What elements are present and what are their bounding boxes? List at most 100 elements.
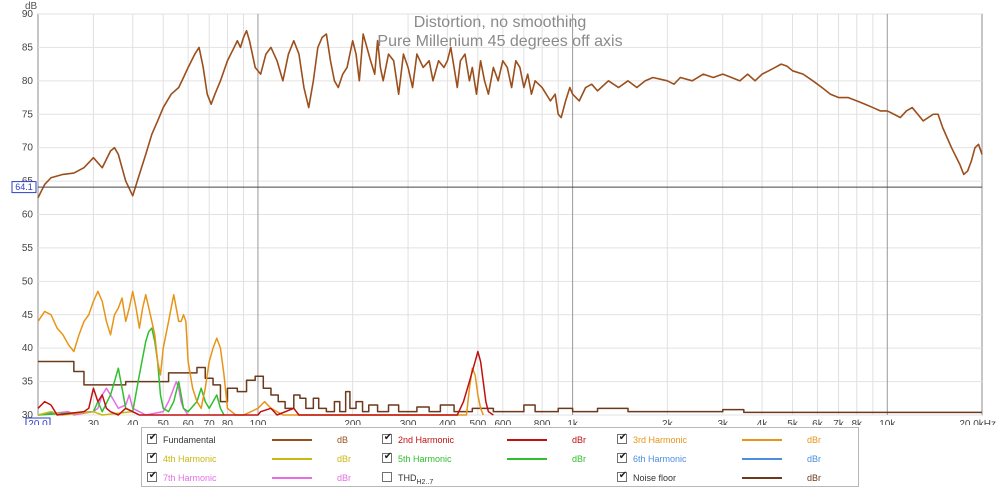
cursor-value-box[interactable] <box>11 181 37 194</box>
y-tick-label: 35 <box>22 377 34 388</box>
x-tick-label: 100 <box>250 419 267 425</box>
x-tick-label: 600 <box>494 419 511 425</box>
legend-label-text: 6th Harmonic <box>633 454 687 464</box>
x-tick-label: 1k <box>567 419 579 425</box>
legend-checkbox-3rd-harmonic[interactable]: ✔ <box>617 432 628 444</box>
y-tick-label: 45 <box>22 310 34 321</box>
legend-item-noise-floor: ✔ Noise floor dBr <box>617 470 847 486</box>
check-icon: ✔ <box>148 432 158 443</box>
x-tick-label: 8k <box>852 419 864 425</box>
legend-checkbox-7th-harmonic[interactable]: ✔ <box>147 470 158 482</box>
legend-panel: ✔ Fundamental dB ✔ 2nd Harmonic dBr ✔ 3rd Harmo… <box>141 427 859 487</box>
x-tick-label: 50 <box>158 419 170 425</box>
x-tick-label: 7k <box>833 419 845 425</box>
legend-item-6th-harmonic: ✔ 6th Harmonic dBr <box>617 451 847 467</box>
legend-label: 7th Harmonic <box>163 470 217 486</box>
legend-line-swatch <box>742 439 782 441</box>
legend-line-swatch <box>742 458 782 460</box>
legend-label-text: Noise floor <box>633 473 677 483</box>
check-icon: ✔ <box>618 432 628 443</box>
series-line-5th-harmonic <box>37 327 225 416</box>
legend-line-swatch <box>272 477 312 479</box>
check-icon: ✔ <box>383 432 393 443</box>
legend-checkbox-4th-harmonic[interactable]: ✔ <box>147 451 158 463</box>
x-tick-label: 2k <box>662 419 674 425</box>
legend-checkbox-5th-harmonic[interactable]: ✔ <box>382 451 393 463</box>
legend-unit: dBr <box>337 473 352 483</box>
y-tick-label: 80 <box>22 76 34 87</box>
legend-checkbox-2nd-harmonic[interactable]: ✔ <box>382 432 393 444</box>
legend-item-thd: THDH2..7 <box>382 470 612 486</box>
x-tick-label: 80 <box>222 419 234 425</box>
legend-label: 6th Harmonic <box>633 451 687 467</box>
x-tick-label: 400 <box>439 419 456 425</box>
check-icon: ✔ <box>618 451 628 462</box>
legend-unit: dB <box>337 435 349 445</box>
x-tick-label: 300 <box>400 419 417 425</box>
legend-line-swatch <box>272 458 312 460</box>
x-tick-label: 20.0 <box>28 419 48 425</box>
y-tick-label: 60 <box>22 210 34 221</box>
legend-unit: dBr <box>807 454 822 464</box>
legend-line-swatch <box>507 439 547 441</box>
series-line-3rd-harmonic <box>37 290 484 416</box>
legend-line-swatch <box>272 439 312 441</box>
check-icon: ✔ <box>148 451 158 462</box>
series-line-noise-floor <box>38 360 982 414</box>
chart-subtitle: Pure Millenium 45 degrees off axis <box>377 33 622 50</box>
y-tick-label: 85 <box>22 42 34 53</box>
legend-label: THDH2..7 <box>398 470 433 491</box>
legend-label-text: 4th Harmonic <box>163 454 217 464</box>
legend-checkbox-thd[interactable] <box>382 472 392 482</box>
x-tick-label: 200 <box>344 419 361 425</box>
x-tick-label: 30 <box>88 419 100 425</box>
legend-label-text: Fundamental <box>163 435 216 445</box>
x-tick-label: 6k <box>812 419 824 425</box>
legend-label: 4th Harmonic <box>163 451 217 467</box>
chart-title: Distortion, no smoothing <box>414 14 587 31</box>
legend-label-text: THD <box>398 473 417 483</box>
x-tick-label: 70 <box>204 419 216 425</box>
legend-item-5th-harmonic: ✔ 5th Harmonic dBr <box>382 451 612 467</box>
y-tick-label: 30 <box>22 410 34 421</box>
cursor-value-label: 64.1 <box>15 182 33 192</box>
x-tick-label: 500 <box>470 419 487 425</box>
series-line-2nd-harmonic <box>37 350 494 416</box>
y-tick-label: 50 <box>22 276 34 287</box>
legend-label: Noise floor <box>633 470 676 486</box>
y-axis-label: dB <box>25 1 38 12</box>
grid <box>38 13 982 416</box>
legend-label: 5th Harmonic <box>398 451 452 467</box>
x-tick-label: 60 <box>183 419 195 425</box>
check-icon: ✔ <box>383 451 393 462</box>
x-axis-ticks: 20.0 30 40 50 60 70 80 100 200 300 400 500 600 800 1k 2… <box>25 417 996 425</box>
series-line-fundamental <box>37 29 983 199</box>
legend-line-swatch <box>507 458 547 460</box>
legend-item-fundamental: ✔ Fundamental dB <box>147 432 377 448</box>
legend-checkbox-fundamental[interactable]: ✔ <box>147 432 158 444</box>
legend-item-7th-harmonic: ✔ 7th Harmonic dBr <box>147 470 377 486</box>
x-tick-label: 20.0kHz <box>959 419 996 425</box>
legend-item-3rd-harmonic: ✔ 3rd Harmonic dBr <box>617 432 847 448</box>
legend-label: Fundamental <box>163 432 216 448</box>
legend-label-text: 5th Harmonic <box>398 454 452 464</box>
legend-checkbox-noise-floor[interactable]: ✔ <box>617 470 628 482</box>
legend-item-2nd-harmonic: ✔ 2nd Harmonic dBr <box>382 432 612 448</box>
legend-label-text: 3rd Harmonic <box>633 435 688 445</box>
x-tick-label: 800 <box>534 419 551 425</box>
check-icon: ✔ <box>618 470 628 481</box>
x-tick-label: 10k <box>879 419 896 425</box>
y-axis-ticks: 90858075706560555045403530 <box>22 9 34 421</box>
y-tick-label: 90 <box>22 9 34 20</box>
check-icon: ✔ <box>148 470 158 481</box>
x-tick-label: 40 <box>127 419 139 425</box>
legend-checkbox-6th-harmonic[interactable]: ✔ <box>617 451 628 463</box>
distortion-chart: 90858075706560555045403530 20.0304050607… <box>11 1 996 425</box>
legend-line-swatch <box>742 477 782 479</box>
legend-unit: dBr <box>807 473 822 483</box>
x-tick-label: 3k <box>717 419 729 425</box>
legend-unit: dBr <box>337 454 352 464</box>
legend-unit: dBr <box>572 454 587 464</box>
x-cursor-box[interactable] <box>25 417 51 425</box>
series-group <box>37 29 983 416</box>
